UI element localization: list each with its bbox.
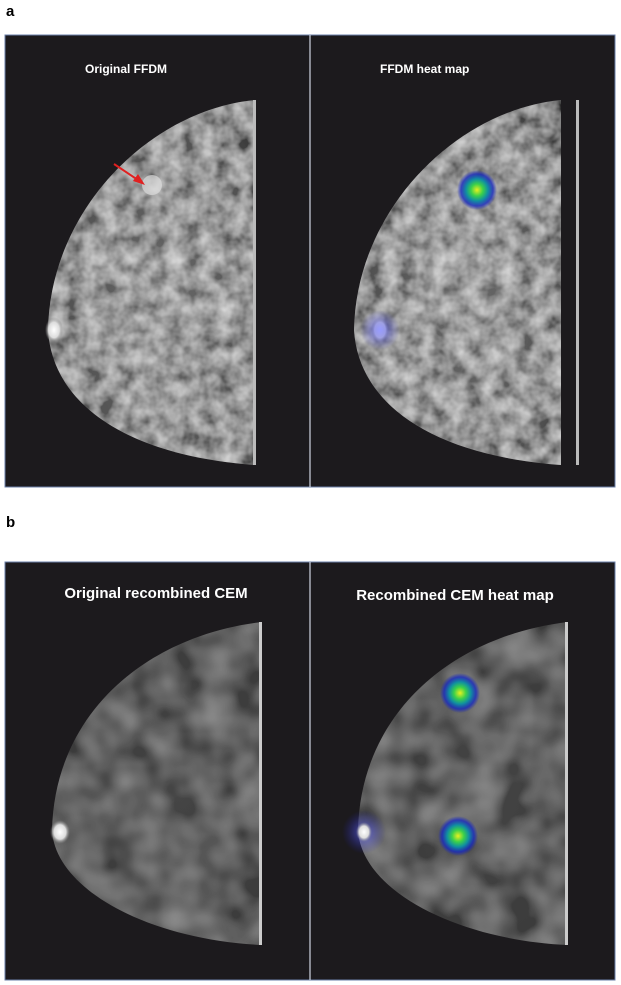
image-caption: FFDM heat map — [380, 62, 469, 76]
image-caption: Original FFDM — [85, 62, 167, 76]
mammogram-heatmap — [354, 100, 579, 465]
cem-heatmap — [342, 622, 568, 945]
panel-label: b — [6, 514, 15, 531]
image-caption: Recombined CEM heat map — [356, 587, 554, 604]
mammogram — [45, 100, 256, 465]
panel-label: a — [6, 3, 15, 20]
arrow — [113, 163, 145, 185]
cem-image — [50, 622, 262, 945]
image-caption: Original recombined CEM — [64, 585, 247, 602]
